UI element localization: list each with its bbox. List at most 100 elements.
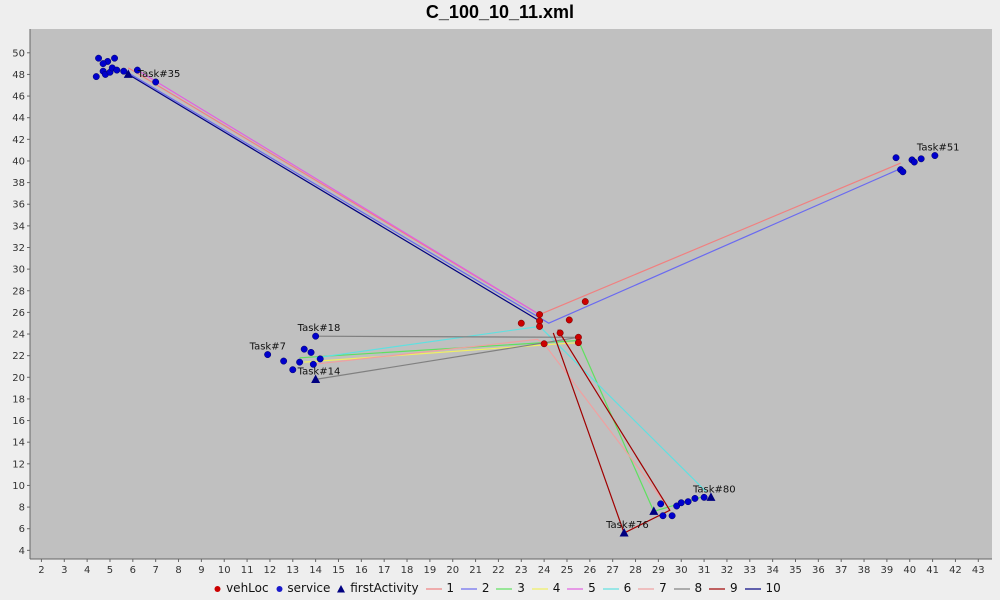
- x-tick-label: 40: [903, 565, 916, 576]
- legend-item-3: 3: [495, 581, 525, 595]
- legend-swatch: [673, 587, 690, 590]
- service-point: [300, 345, 308, 353]
- x-tick-label: 28: [629, 565, 642, 576]
- vehloc-point: [565, 316, 573, 324]
- service-point: [659, 512, 667, 520]
- service-point: [312, 332, 320, 340]
- x-tick-label: 20: [446, 565, 459, 576]
- service-point: [677, 499, 685, 507]
- x-tick-label: 5: [107, 565, 113, 576]
- x-tick-label: 34: [766, 565, 779, 576]
- x-tick-label: 38: [858, 565, 871, 576]
- y-tick-label: 12: [12, 459, 25, 470]
- legend-swatch: [709, 587, 726, 590]
- y-tick-label: 16: [12, 416, 25, 427]
- legend-item-8: 8: [673, 581, 702, 595]
- y-tick-label: 4: [19, 546, 25, 557]
- legend-label: 4: [548, 581, 561, 595]
- legend-label: vehLoc: [222, 581, 269, 595]
- x-tick-label: 13: [286, 565, 299, 576]
- x-tick-label: 33: [743, 565, 756, 576]
- legend-label: 10: [761, 581, 781, 595]
- vehloc-point: [574, 339, 582, 347]
- service-point: [113, 66, 121, 74]
- service-point: [700, 493, 708, 501]
- legend-label: 2: [478, 581, 490, 595]
- vehloc-point: [517, 319, 525, 327]
- x-tick-label: 24: [538, 565, 551, 576]
- task-label: Task#18: [297, 323, 341, 334]
- legend-swatch: [638, 587, 655, 590]
- chart-title: C_100_10_11.xml: [425, 2, 575, 22]
- legend-swatch: [602, 587, 619, 590]
- y-tick-label: 24: [12, 330, 25, 341]
- legend-label: 7: [655, 581, 667, 595]
- service-point: [133, 66, 141, 74]
- y-tick-label: 48: [12, 70, 25, 81]
- service-point: [92, 73, 100, 81]
- y-tick-label: 36: [12, 200, 25, 211]
- y-tick-label: 26: [12, 308, 25, 319]
- legend-item-9: 9: [708, 581, 738, 595]
- vehloc-point: [536, 311, 544, 319]
- service-point: [917, 155, 925, 163]
- y-tick-label: 40: [12, 156, 25, 167]
- first-activity-marker: [311, 374, 321, 383]
- legend-swatch: [531, 587, 548, 590]
- vehloc-point: [556, 329, 564, 337]
- route-line-9: [552, 329, 671, 534]
- legend-swatch: [425, 587, 442, 590]
- service-point: [152, 78, 160, 86]
- chart-legend: vehLoc service firstActivity 1 2 3 4 5 6…: [0, 581, 1000, 595]
- service-point: [95, 54, 103, 62]
- service-point: [668, 512, 676, 520]
- y-tick-label: 38: [12, 178, 25, 189]
- first-activity-marker: [619, 528, 629, 537]
- legend-label: 5: [584, 581, 596, 595]
- legend-item-2: 2: [460, 581, 489, 595]
- service-point: [289, 366, 297, 374]
- axes: 2 3 4 5 6 7 8 9 10 11 12 13 14 15 16 17 18 19 20 21 22 23 24 25…: [12, 29, 992, 576]
- x-tick-label: 17: [378, 565, 391, 576]
- legend-swatch: [337, 584, 346, 592]
- legend-label: firstActivity: [346, 581, 419, 595]
- legend-item-1: 1: [425, 581, 454, 595]
- service-point: [657, 500, 665, 508]
- x-tick-label: 22: [492, 565, 505, 576]
- x-tick-label: 31: [698, 565, 711, 576]
- legend-swatch: [461, 587, 477, 590]
- x-tick-label: 7: [152, 565, 158, 576]
- legend-swatch: [744, 587, 761, 590]
- route-line-2: [123, 69, 899, 324]
- first-activity-marker: [649, 506, 659, 515]
- x-tick-label: 35: [789, 565, 802, 576]
- legend-item-service: service: [275, 581, 331, 595]
- x-tick-label: 12: [264, 565, 277, 576]
- x-tick-label: 2: [38, 565, 44, 576]
- service-point: [99, 60, 107, 68]
- service-point: [120, 67, 128, 75]
- x-tick-label: 26: [583, 565, 596, 576]
- x-tick-label: 6: [130, 565, 136, 576]
- legend-item-7: 7: [637, 581, 667, 595]
- vehloc-point: [536, 322, 544, 330]
- service-point: [264, 351, 272, 359]
- service-point: [296, 358, 304, 366]
- x-tick-label: 10: [218, 565, 231, 576]
- legend-item-vehLoc: vehLoc: [213, 581, 269, 595]
- legend-label: 3: [513, 581, 525, 595]
- service-point: [280, 357, 288, 365]
- legend-label: service: [283, 581, 331, 595]
- x-tick-label: 41: [926, 565, 939, 576]
- x-tick-label: 15: [332, 565, 345, 576]
- legend-swatch: [276, 585, 283, 592]
- x-tick-label: 8: [175, 565, 181, 576]
- x-tick-label: 14: [309, 565, 322, 576]
- y-tick-label: 20: [12, 373, 25, 384]
- vehloc-point: [581, 298, 589, 306]
- x-tick-label: 4: [84, 565, 90, 576]
- y-tick-label: 28: [12, 286, 25, 297]
- x-tick-label: 36: [812, 565, 825, 576]
- x-tick-label: 32: [721, 565, 734, 576]
